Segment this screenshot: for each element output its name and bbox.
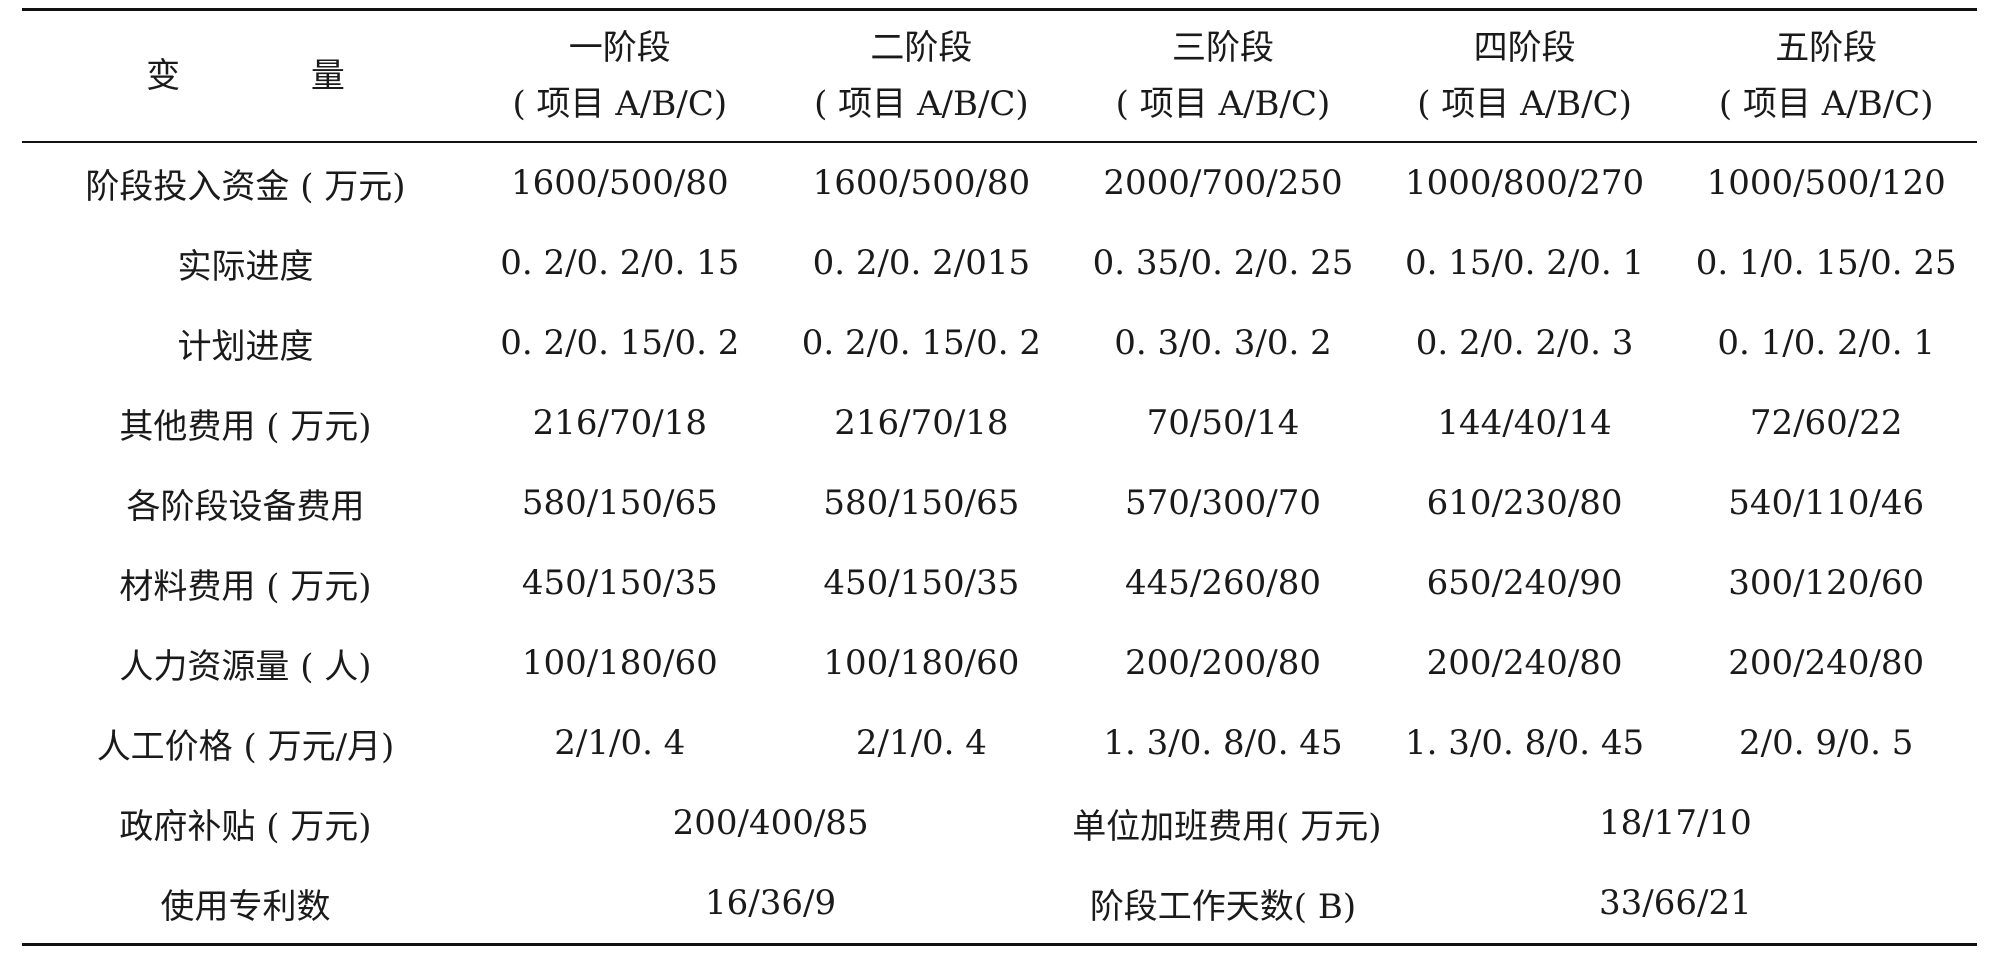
header-stage-4: 四阶段 ( 项目 A/B/C) xyxy=(1373,8,1676,143)
row-label: 计划进度 xyxy=(177,326,314,367)
cell-value: 1. 3/0. 8/0. 45 xyxy=(1404,723,1645,763)
cell-value: 216/70/18 xyxy=(532,403,707,443)
cell-value: 0. 3/0. 3/0. 2 xyxy=(1114,323,1332,363)
cell-value: 1600/500/80 xyxy=(510,163,729,203)
row-label-secondary: 单位加班费用( 万元) xyxy=(1072,806,1382,847)
table-row: 阶段投入资金 ( 万元) 1600/500/80 1600/500/80 200… xyxy=(22,142,1977,223)
cell-value: 72/60/22 xyxy=(1749,403,1903,443)
header-stage-2: 二阶段 ( 项目 A/B/C) xyxy=(770,8,1073,143)
cell-value: 0. 2/0. 2/0. 15 xyxy=(500,243,740,283)
cell-value: 580/150/65 xyxy=(521,483,718,523)
cell-value: 0. 2/0. 2/015 xyxy=(812,243,1031,283)
table-row: 各阶段设备费用 580/150/65 580/150/65 570/300/70… xyxy=(22,463,1977,543)
table-row-split: 使用专利数 16/36/9 阶段工作天数( B) 33/66/21 xyxy=(22,863,1977,946)
header-stage-1: 一阶段 ( 项目 A/B/C) xyxy=(469,8,771,143)
row-label: 人工价格 ( 万元/月) xyxy=(96,726,395,767)
table-row: 人力资源量 ( 人) 100/180/60 100/180/60 200/200… xyxy=(22,623,1977,703)
cell-value: 2/0. 9/0. 5 xyxy=(1739,723,1914,763)
row-label-secondary: 阶段工作天数( B) xyxy=(1072,863,1374,946)
row-label: 材料费用 ( 万元) xyxy=(119,566,372,607)
table-body: 阶段投入资金 ( 万元) 1600/500/80 1600/500/80 200… xyxy=(22,142,1977,946)
cell-value: 216/70/18 xyxy=(834,403,1009,443)
cell-value: 200/400/85 xyxy=(672,803,869,843)
data-table-container: 变 量 一阶段 ( 项目 A/B/C) 二阶段 ( 项目 A/B/C) 三阶段 … xyxy=(22,8,1977,946)
header-variable: 变 量 xyxy=(22,8,469,143)
cell-value: 144/40/14 xyxy=(1437,403,1612,443)
table-row: 计划进度 0. 2/0. 15/0. 2 0. 2/0. 15/0. 2 0. … xyxy=(22,303,1977,383)
cell-value: 450/150/35 xyxy=(823,563,1020,603)
cell-value: 2/1/0. 4 xyxy=(855,723,987,763)
cell-value: 33/66/21 xyxy=(1373,863,1977,946)
cell-value: 18/17/10 xyxy=(1599,803,1752,843)
cell-value: 450/150/35 xyxy=(521,563,718,603)
cell-value: 610/230/80 xyxy=(1426,483,1623,523)
cell-value: 0. 35/0. 2/0. 25 xyxy=(1092,243,1354,283)
cell-value: 200/200/80 xyxy=(1125,643,1321,683)
table-header: 变 量 一阶段 ( 项目 A/B/C) 二阶段 ( 项目 A/B/C) 三阶段 … xyxy=(22,8,1977,143)
row-label: 其他费用 ( 万元) xyxy=(119,406,372,447)
cell-value: 2/1/0. 4 xyxy=(554,723,686,763)
row-label: 阶段投入资金 ( 万元) xyxy=(85,166,406,207)
cell-value: 0. 15/0. 2/0. 1 xyxy=(1404,243,1645,283)
cell-value: 1000/500/120 xyxy=(1706,163,1946,203)
cell-value: 0. 1/0. 15/0. 25 xyxy=(1695,243,1957,283)
cell-value: 570/300/70 xyxy=(1125,483,1321,523)
cell-value: 0. 2/0. 15/0. 2 xyxy=(500,323,740,363)
cell-value: 1. 3/0. 8/0. 45 xyxy=(1103,723,1343,763)
cell-value: 540/110/46 xyxy=(1728,483,1925,523)
cell-value: 2000/700/250 xyxy=(1103,163,1343,203)
cell-value: 200/240/80 xyxy=(1426,643,1623,683)
cell-value: 200/240/80 xyxy=(1728,643,1925,683)
cell-value: 1000/800/270 xyxy=(1404,163,1645,203)
data-table: 变 量 一阶段 ( 项目 A/B/C) 二阶段 ( 项目 A/B/C) 三阶段 … xyxy=(22,8,1977,946)
cell-value: 100/180/60 xyxy=(521,643,718,683)
row-label: 人力资源量 ( 人) xyxy=(119,646,372,687)
row-label: 使用专利数 xyxy=(22,863,469,946)
cell-value: 0. 2/0. 2/0. 3 xyxy=(1415,323,1634,363)
row-label: 各阶段设备费用 xyxy=(126,486,365,527)
table-row: 材料费用 ( 万元) 450/150/35 450/150/35 445/260… xyxy=(22,543,1977,623)
cell-value: 16/36/9 xyxy=(469,863,1073,946)
header-stage-5: 五阶段 ( 项目 A/B/C) xyxy=(1675,8,1977,143)
cell-value: 580/150/65 xyxy=(823,483,1020,523)
header-stage-3: 三阶段 ( 项目 A/B/C) xyxy=(1072,8,1374,143)
cell-value: 445/260/80 xyxy=(1125,563,1321,603)
header-row: 变 量 一阶段 ( 项目 A/B/C) 二阶段 ( 项目 A/B/C) 三阶段 … xyxy=(22,8,1977,143)
cell-value: 0. 2/0. 15/0. 2 xyxy=(801,323,1041,363)
cell-value: 1600/500/80 xyxy=(812,163,1031,203)
table-row: 人工价格 ( 万元/月) 2/1/0. 4 2/1/0. 4 1. 3/0. 8… xyxy=(22,703,1977,783)
cell-value: 70/50/14 xyxy=(1146,403,1300,443)
cell-value: 100/180/60 xyxy=(823,643,1020,683)
row-label: 实际进度 xyxy=(177,246,314,287)
table-row: 其他费用 ( 万元) 216/70/18 216/70/18 70/50/14 … xyxy=(22,383,1977,463)
cell-value: 0. 1/0. 2/0. 1 xyxy=(1717,323,1935,363)
cell-value: 300/120/60 xyxy=(1728,563,1925,603)
cell-value: 650/240/90 xyxy=(1426,563,1623,603)
row-label: 政府补贴 ( 万元) xyxy=(119,806,372,847)
table-row: 实际进度 0. 2/0. 2/0. 15 0. 2/0. 2/015 0. 35… xyxy=(22,223,1977,303)
table-row-split: 政府补贴 ( 万元) 200/400/85 单位加班费用( 万元) 18/17/… xyxy=(22,783,1977,863)
